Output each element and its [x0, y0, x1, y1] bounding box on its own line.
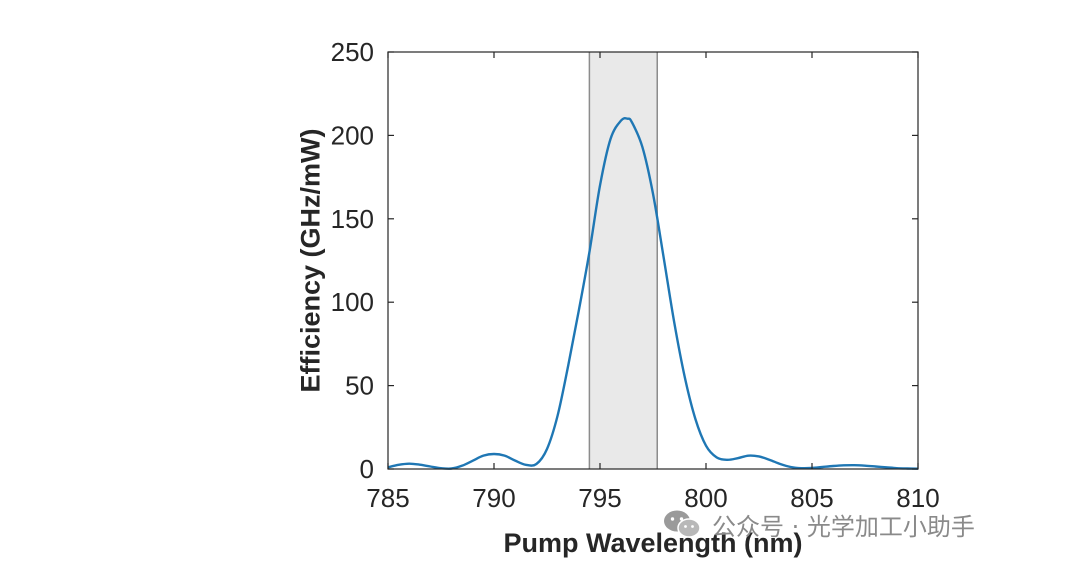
watermark: 公众号 · 光学加工小助手: [662, 506, 975, 542]
x-tick-label: 790: [472, 483, 515, 513]
shaded-band: [589, 52, 658, 469]
shaded-band-layer: [588, 52, 658, 469]
series-layer: [387, 116, 919, 470]
y-tick-label: 200: [331, 120, 374, 150]
x-tick-label: 805: [790, 483, 833, 513]
ticks-layer: 785 790 795 800 805 810 0 50 100 150 200 250: [331, 37, 940, 513]
x-axis-title: Pump Wavelength (nm): [503, 528, 802, 558]
y-tick-label: 250: [331, 37, 374, 67]
plot-frame: [387, 51, 919, 470]
series-line-0: [387, 116, 919, 470]
y-tick-label: 100: [331, 287, 374, 317]
y-tick-label: 150: [331, 204, 374, 234]
x-tick-label: 810: [896, 483, 939, 513]
x-tick-label: 785: [366, 483, 409, 513]
watermark-text: 公众号 · 光学加工小助手: [712, 512, 975, 541]
y-axis-title: Efficiency (GHz/mW): [295, 128, 325, 392]
y-tick-label: 50: [345, 371, 374, 401]
wechat-icon: [664, 510, 701, 538]
x-tick-label: 800: [684, 483, 727, 513]
x-tick-label: 795: [578, 483, 621, 513]
y-tick-label: 0: [360, 454, 374, 484]
